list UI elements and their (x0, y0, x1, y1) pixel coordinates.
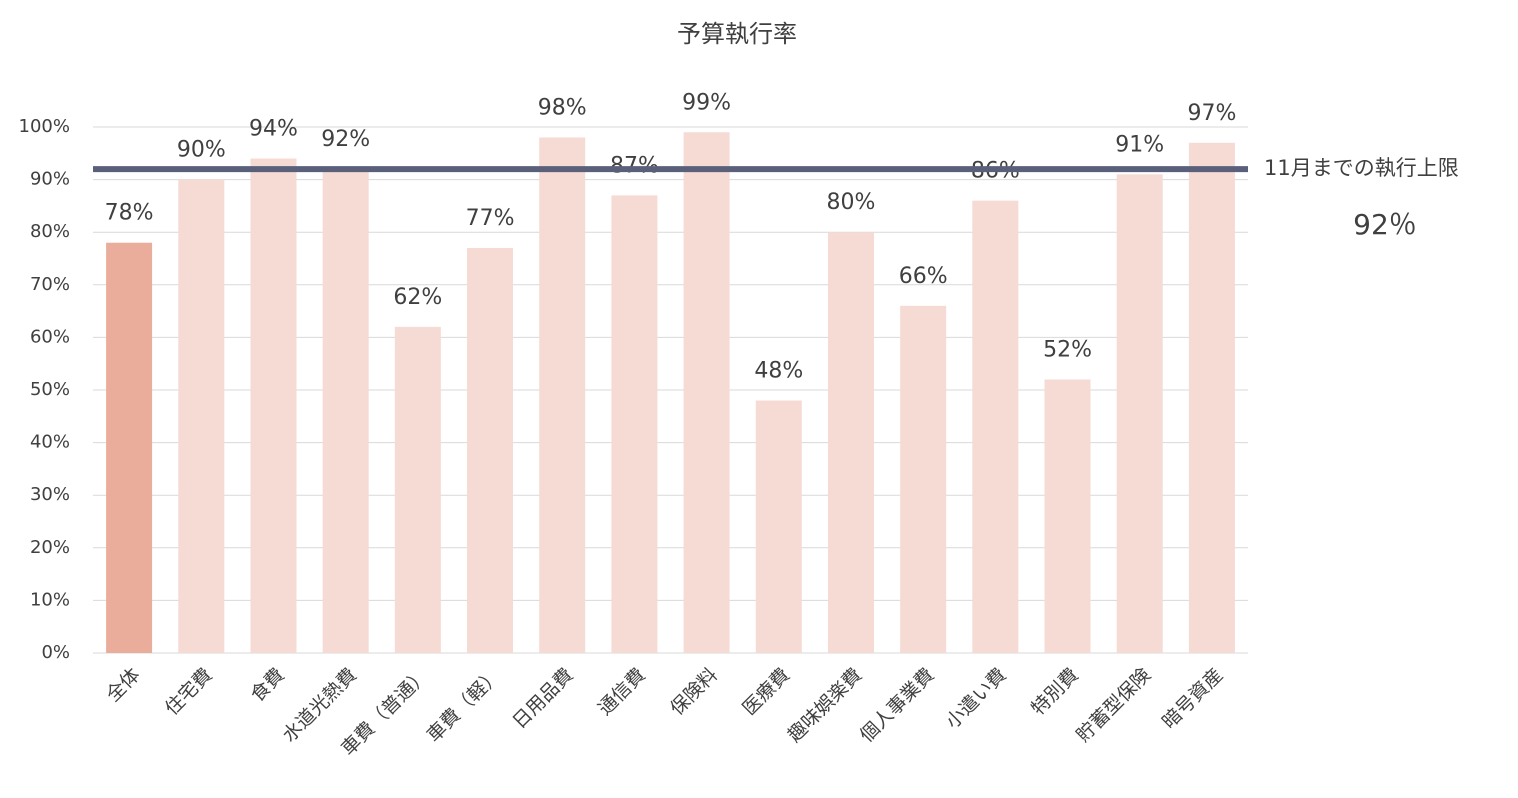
y-tick-label: 50% (30, 379, 70, 400)
bar (250, 158, 297, 653)
data-label: 94% (249, 117, 298, 142)
bar (467, 247, 514, 654)
x-tick-label: 暗号資産 (1158, 664, 1227, 733)
x-tick-label: 全体 (102, 664, 144, 706)
bar (1116, 174, 1163, 653)
bar (683, 132, 730, 653)
bar (1188, 142, 1235, 653)
bar (539, 137, 586, 653)
x-tick-label: 貯蓄型保険 (1072, 664, 1155, 747)
bar (827, 232, 874, 653)
data-label: 80% (827, 190, 876, 215)
y-tick-label: 0% (41, 642, 70, 663)
data-label: 99% (682, 90, 731, 115)
x-tick-label: 食費 (246, 664, 288, 706)
x-tick-label: 小遣い費 (941, 664, 1010, 733)
x-tick-label: 日用品費 (508, 664, 577, 733)
x-tick-label: 保険料 (666, 664, 722, 720)
data-label: 62% (393, 285, 442, 310)
y-tick-label: 20% (30, 537, 70, 558)
data-label: 48% (754, 359, 803, 384)
bar (900, 305, 947, 653)
x-tick-label: 医療費 (738, 664, 794, 720)
y-tick-label: 90% (30, 169, 70, 190)
y-tick-label: 80% (30, 221, 70, 242)
data-label: 97% (1187, 101, 1236, 126)
data-label: 78% (105, 201, 154, 226)
reference-label: 11月までの執行上限 (1264, 156, 1459, 180)
bar (755, 400, 802, 653)
x-tick-label: 趣味娯楽費 (784, 664, 867, 747)
bar (972, 200, 1019, 653)
data-label: 92% (321, 127, 370, 152)
y-tick-label: 30% (30, 484, 70, 505)
bar (611, 195, 658, 653)
x-tick-label: 住宅費 (161, 664, 217, 720)
x-tick-label: 通信費 (594, 664, 650, 720)
reference-value: 92％ (1353, 208, 1417, 241)
x-tick-label: 個人事業費 (856, 664, 939, 747)
x-tick-label: 車費（軽） (423, 664, 506, 747)
data-label: 52% (1043, 337, 1092, 362)
y-tick-label: 40% (30, 432, 70, 453)
data-label: 77% (466, 206, 515, 231)
bar (178, 179, 225, 653)
bar (394, 326, 441, 653)
data-label: 91% (1115, 132, 1164, 157)
data-label: 87% (610, 153, 659, 178)
bar (106, 242, 153, 653)
chart-title: 予算執行率 (677, 20, 797, 48)
bar (1044, 379, 1091, 653)
y-tick-label: 100% (19, 116, 70, 137)
y-tick-label: 10% (30, 589, 70, 610)
y-tick-label: 60% (30, 326, 70, 347)
data-label: 66% (899, 264, 948, 289)
data-label: 98% (538, 96, 587, 121)
y-tick-label: 70% (30, 274, 70, 295)
x-tick-label: 特別費 (1027, 664, 1083, 720)
data-label: 90% (177, 138, 226, 163)
bar (322, 169, 369, 653)
